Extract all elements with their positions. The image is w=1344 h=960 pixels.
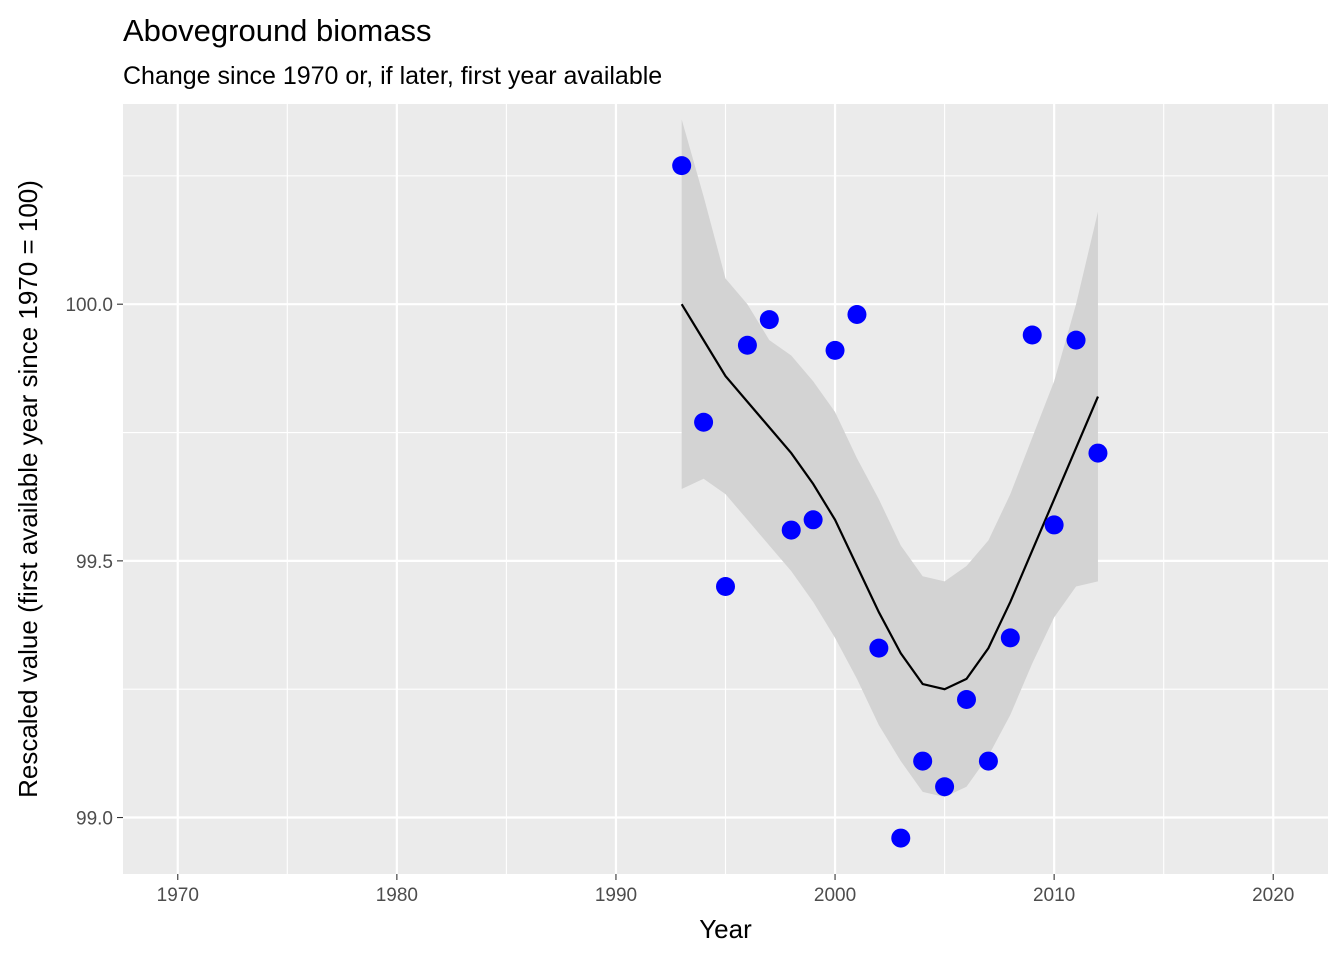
x-tick-label: 2000 (814, 885, 856, 906)
y-axis-ticks: 99.0 99.5 100.0 (65, 295, 123, 830)
y-tick-label: 99.5 (76, 552, 113, 573)
data-point (781, 520, 801, 540)
data-point (803, 510, 823, 530)
data-point (935, 777, 955, 797)
y-tick-label: 99.0 (76, 809, 113, 830)
x-tick-label: 2020 (1252, 885, 1294, 906)
x-tick-label: 1980 (376, 885, 418, 906)
chart-subtitle: Change since 1970 or, if later, first ye… (123, 62, 662, 90)
data-point (759, 310, 779, 330)
x-tick-label: 2010 (1033, 885, 1075, 906)
data-point (847, 304, 867, 324)
data-point (891, 828, 911, 848)
x-axis-ticks: 1970 1980 1990 2000 2010 2020 (157, 874, 1294, 906)
data-point (737, 335, 757, 355)
major-gridlines (123, 104, 1328, 874)
y-tick-label: 100.0 (65, 295, 113, 316)
data-point (1088, 443, 1108, 463)
data-point (957, 689, 976, 709)
data-point (1044, 515, 1064, 535)
data-point (978, 751, 998, 771)
y-axis-title: Rescaled value (first available year sin… (13, 180, 43, 798)
data-point (1022, 325, 1042, 345)
confidence-ribbon (681, 119, 1098, 797)
data-point (1066, 330, 1086, 350)
trend-line (680, 303, 1099, 691)
data-point (1000, 628, 1020, 648)
data-points (672, 156, 1108, 848)
data-point (672, 156, 692, 176)
data-point (694, 412, 714, 432)
x-axis-title: Year (699, 914, 752, 944)
data-point (913, 751, 933, 771)
x-tick-label: 1970 (157, 885, 199, 906)
chart-title: Aboveground biomass (123, 13, 431, 48)
data-point (869, 638, 889, 658)
data-point (716, 577, 735, 597)
x-tick-label: 1990 (595, 885, 637, 906)
data-point (825, 340, 845, 360)
